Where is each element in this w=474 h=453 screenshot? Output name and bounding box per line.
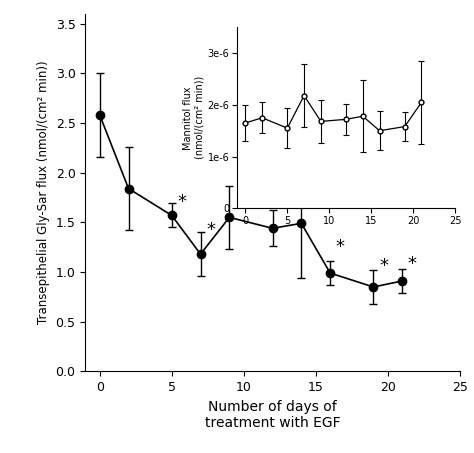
Text: *: * — [336, 238, 345, 256]
Text: *: * — [379, 257, 388, 275]
Y-axis label: Mannitol flux
(nmol/(cm² min)): Mannitol flux (nmol/(cm² min)) — [183, 76, 205, 159]
Text: *: * — [206, 222, 215, 239]
Text: *: * — [408, 255, 417, 273]
Text: *: * — [177, 193, 186, 212]
Y-axis label: Transepithelial Gly-Sar flux (nmol/(cm² min)): Transepithelial Gly-Sar flux (nmol/(cm² … — [37, 61, 50, 324]
X-axis label: Number of days of
treatment with EGF: Number of days of treatment with EGF — [205, 400, 340, 430]
